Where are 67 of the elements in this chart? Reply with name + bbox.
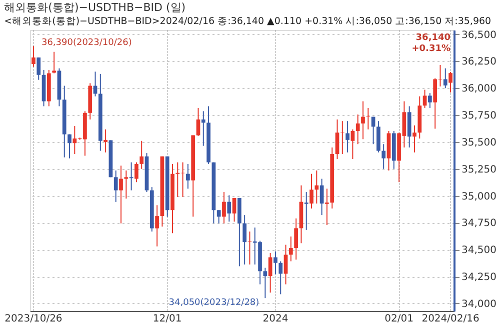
candlestick [412,124,416,153]
y-tick-label: 36,000 [462,84,496,95]
candlestick [422,89,427,108]
candlestick [428,92,432,108]
y-tick-label: 36,250 [462,56,496,68]
y-tick-label: 35,000 [462,191,496,202]
candlestick [140,140,144,170]
annotation: 34,050(2023/12/28) [168,298,260,308]
x-tick-label: 12/01 [152,314,182,324]
candlestick [36,56,41,80]
candlestick [201,110,206,146]
candlestick [350,128,355,160]
chart-title: 해외통화(통합)−USDTHB−BID (일) [4,0,186,14]
candlestick [335,118,340,160]
candlestick [382,144,386,170]
candlestick [274,250,278,275]
x-tick-label: 2024 [262,314,288,324]
y-tick-label: 34,500 [462,245,496,256]
candlestick [284,244,288,285]
candlestick [248,231,252,265]
candlestick [104,128,108,153]
chart-subtitle: <해외통화(통합)−USDTHB−BID>2024/02/16 종:36,140 ▲0.110 +0.31% 시:36,050 고:36,150 저:35,960 [4,16,492,27]
candlestick [114,170,118,202]
candlestick [52,51,56,74]
candlestick [278,260,283,295]
candlestick [155,204,159,247]
candlestick [227,194,232,222]
y-tick-label: 36,500 [462,30,496,41]
candlestick [443,68,448,89]
candlestick [263,267,268,299]
candlestick [320,178,324,216]
candlestick [68,134,72,159]
candlestick [176,162,180,198]
candlestick [186,163,190,190]
candlestick [448,71,452,93]
x-tick-label: 2024/02/16 [422,314,480,324]
candlestick [32,46,36,68]
candlestick [356,114,360,145]
candlestick [119,165,123,224]
candlestick [72,126,77,155]
y-tick-label: 35,250 [462,164,496,176]
candlestick [314,170,319,204]
candlestick [304,192,308,230]
candlestick [366,107,370,130]
candlestick [242,214,247,265]
candlestick [196,107,200,136]
y-tick-label: 34,250 [462,272,496,284]
y-tick-label: 35,500 [462,137,496,148]
y-tick-label: 34,750 [462,218,496,230]
candlestick [222,192,226,224]
candlestick [134,162,138,183]
candlestick [288,236,293,262]
candlestick [294,218,298,260]
candlestick [361,100,365,140]
y-tick-label: 35,750 [462,110,496,122]
annotation: 36,140 +0.31% [412,33,451,54]
candlestick [124,170,128,200]
candlestick [216,210,221,224]
candlestick [310,173,314,210]
candlestick [346,120,350,153]
annotation: 36,390(2023/10/26) [41,38,132,48]
candlestick [232,197,236,222]
candlestick [325,188,329,226]
x-tick-label: 02/01 [384,314,414,324]
y-tick-label: 34,000 [462,298,496,310]
x-tick-label: 2023/10/26 [4,314,62,324]
candlestick [129,162,134,191]
